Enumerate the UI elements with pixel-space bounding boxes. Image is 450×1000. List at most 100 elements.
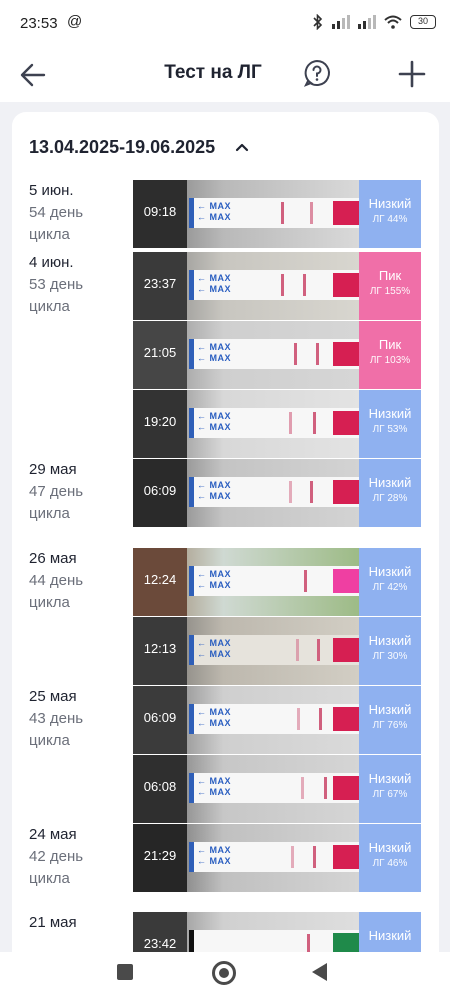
test-time: 23:37 xyxy=(143,276,177,291)
lh-percent: ЛГ 28% xyxy=(372,493,408,504)
test-time: 12:13 xyxy=(143,641,177,656)
day-date: 21 мая xyxy=(29,914,77,931)
strip-max-label: ← MAX ← MAX xyxy=(197,707,231,728)
history-card: 13.04.2025-19.06.2025 5 июн. 54 день цик… xyxy=(12,112,439,952)
lh-status-badge: Пик ЛГ 103% xyxy=(359,321,421,389)
test-photo: 09:18 ← MAX ← MAX xyxy=(133,180,359,248)
lh-percent: ЛГ 30% xyxy=(372,651,408,662)
status-icons: 30 xyxy=(312,14,436,30)
test-strip: ← MAX ← MAX xyxy=(189,635,359,665)
lh-status-badge: Низкий ЛГ 67% xyxy=(359,755,421,823)
lh-level: Низкий xyxy=(368,840,412,855)
test-photo: 21:29 ← MAX ← MAX xyxy=(133,824,359,892)
test-photo: 21:05 ← MAX ← MAX xyxy=(133,321,359,389)
lh-percent: ЛГ 155% xyxy=(369,286,411,297)
lh-level: Низкий xyxy=(368,702,412,717)
recents-icon[interactable] xyxy=(117,964,133,980)
lh-status-badge: Низкий ЛГ 28% xyxy=(359,459,421,527)
lh-percent: ЛГ 42% xyxy=(372,582,408,593)
plus-icon[interactable] xyxy=(396,58,428,90)
page-title: Тест на ЛГ xyxy=(164,62,262,83)
test-entry[interactable]: 12:13 ← MAX ← MAX Низкий ЛГ 30% xyxy=(133,617,421,685)
test-entry[interactable]: 06:09 ← MAX ← MAX Низкий ЛГ 76% xyxy=(133,686,421,754)
app-bar: Тест на ЛГ xyxy=(0,50,450,102)
lh-level: Низкий xyxy=(368,475,412,490)
day-cycle: 47 день цикла xyxy=(29,483,84,522)
strip-max-label: ← MAX ← MAX xyxy=(197,201,231,222)
date-range[interactable]: 13.04.2025-19.06.2025 xyxy=(29,137,216,157)
test-photo: 23:42 xyxy=(133,912,359,952)
strip-max-label: ← MAX ← MAX xyxy=(197,638,231,659)
test-strip: ← MAX ← MAX xyxy=(189,842,359,872)
chevron-up-icon[interactable] xyxy=(234,139,250,155)
test-time: 06:08 xyxy=(143,779,177,794)
at-icon: @ xyxy=(67,13,83,30)
battery-icon: 30 xyxy=(410,15,436,29)
test-photo: 06:08 ← MAX ← MAX xyxy=(133,755,359,823)
strip-max-label: ← MAX ← MAX xyxy=(197,480,231,501)
lh-percent: ЛГ 53% xyxy=(372,424,408,435)
test-time: 21:05 xyxy=(143,345,177,360)
home-icon[interactable] xyxy=(212,961,236,985)
status-time: 23:53 xyxy=(20,15,58,32)
test-entry[interactable]: 19:20 ← MAX ← MAX Низкий ЛГ 53% xyxy=(133,390,421,458)
back-arrow-icon[interactable] xyxy=(16,58,50,92)
lh-status-badge: Низкий ЛГ 76% xyxy=(359,686,421,754)
lh-status-badge: Низкий ЛГ 42% xyxy=(359,548,421,616)
lh-level: Низкий xyxy=(368,928,412,943)
wifi-icon xyxy=(384,15,402,29)
test-entry[interactable]: 23:42 Низкий xyxy=(133,912,421,952)
lh-percent: ЛГ 46% xyxy=(372,858,408,869)
lh-level: Низкий xyxy=(368,406,412,421)
test-photo: 06:09 ← MAX ← MAX xyxy=(133,686,359,754)
day-cycle: 44 день цикла xyxy=(29,572,84,611)
test-entry[interactable]: 12:24 ← MAX ← MAX Низкий ЛГ 42% xyxy=(133,548,421,616)
strip-max-label: ← MAX ← MAX xyxy=(197,845,231,866)
strip-max-label: ← MAX ← MAX xyxy=(197,273,231,294)
test-strip: ← MAX ← MAX xyxy=(189,773,359,803)
nav-back-icon[interactable] xyxy=(312,963,327,981)
day-date: 25 мая xyxy=(29,688,77,705)
lh-percent: ЛГ 103% xyxy=(369,355,411,366)
help-chat-icon[interactable] xyxy=(302,58,332,88)
test-strip: ← MAX ← MAX xyxy=(189,408,359,438)
test-photo: 19:20 ← MAX ← MAX xyxy=(133,390,359,458)
status-bar: 23:53 @ 30 xyxy=(0,0,450,50)
test-entry[interactable]: 21:29 ← MAX ← MAX Низкий ЛГ 46% xyxy=(133,824,421,892)
lh-level: Пик xyxy=(378,268,402,283)
test-entry[interactable]: 23:37 ← MAX ← MAX Пик ЛГ 155% xyxy=(133,252,421,320)
test-time: 09:18 xyxy=(143,204,177,219)
day-date: 4 июн. xyxy=(29,254,74,271)
day-label: 5 июн. 54 день цикла xyxy=(29,180,99,246)
test-strip: ← MAX ← MAX xyxy=(189,270,359,300)
test-time: 06:09 xyxy=(143,483,177,498)
test-time: 21:29 xyxy=(143,848,177,863)
day-date: 5 июн. xyxy=(29,182,74,199)
day-cycle: 54 день цикла xyxy=(29,204,84,243)
lh-status-badge: Пик ЛГ 155% xyxy=(359,252,421,320)
test-time: 06:09 xyxy=(143,710,177,725)
test-strip: ← MAX ← MAX xyxy=(189,477,359,507)
test-photo: 23:37 ← MAX ← MAX xyxy=(133,252,359,320)
test-strip: ← MAX ← MAX xyxy=(189,704,359,734)
lh-percent: ЛГ 76% xyxy=(372,720,408,731)
strip-max-label: ← MAX ← MAX xyxy=(197,776,231,797)
test-entry[interactable]: 09:18 ← MAX ← MAX Низкий ЛГ 44% xyxy=(133,180,421,248)
test-strip: ← MAX ← MAX xyxy=(189,198,359,228)
system-nav-bar xyxy=(0,952,450,1000)
day-label: 29 мая 47 день цикла xyxy=(29,459,99,525)
test-entry[interactable]: 06:08 ← MAX ← MAX Низкий ЛГ 67% xyxy=(133,755,421,823)
lh-status-badge: Низкий ЛГ 30% xyxy=(359,617,421,685)
day-cycle: 43 день цикла xyxy=(29,710,84,749)
day-date: 29 мая xyxy=(29,461,77,478)
test-entry[interactable]: 21:05 ← MAX ← MAX Пик ЛГ 103% xyxy=(133,321,421,389)
test-strip: ← MAX ← MAX xyxy=(189,339,359,369)
bluetooth-icon xyxy=(313,14,323,30)
lh-status-badge: Низкий ЛГ 53% xyxy=(359,390,421,458)
test-entry[interactable]: 06:09 ← MAX ← MAX Низкий ЛГ 28% xyxy=(133,459,421,527)
day-label: 24 мая 42 день цикла xyxy=(29,824,99,890)
lh-status-badge: Низкий ЛГ 44% xyxy=(359,180,421,248)
lh-level: Низкий xyxy=(368,771,412,786)
test-photo: 12:13 ← MAX ← MAX xyxy=(133,617,359,685)
test-photo: 06:09 ← MAX ← MAX xyxy=(133,459,359,527)
